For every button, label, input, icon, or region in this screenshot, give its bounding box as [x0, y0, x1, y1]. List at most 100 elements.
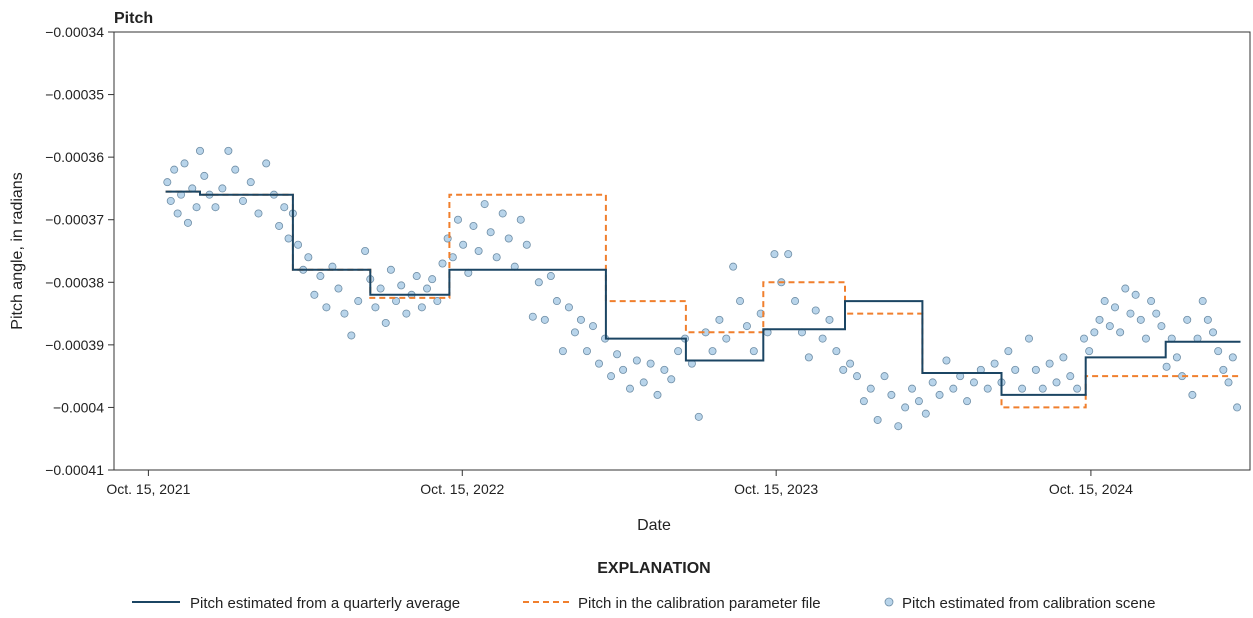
data-point [433, 297, 442, 306]
data-point [639, 378, 648, 387]
data-point [625, 384, 634, 393]
data-point [983, 384, 992, 393]
data-point [195, 146, 204, 155]
data-point [660, 365, 669, 374]
data-point [262, 159, 271, 168]
x-axis: Oct. 15, 2021 Oct. 15, 2022 Oct. 15, 2023 O… [106, 470, 1133, 497]
data-point [667, 375, 676, 384]
data-point [595, 359, 604, 368]
data-point [839, 365, 848, 374]
data-point [582, 347, 591, 356]
data-point [564, 303, 573, 312]
legend-label-calibration-file: Pitch in the calibration parameter file [578, 595, 821, 612]
data-point [284, 234, 293, 243]
data-point [853, 372, 862, 381]
data-point [607, 372, 616, 381]
data-point [880, 372, 889, 381]
data-point [1095, 315, 1104, 324]
data-point [894, 422, 903, 431]
data-point [1031, 365, 1040, 374]
data-point [1045, 359, 1054, 368]
data-point [1141, 334, 1150, 343]
data-point [1136, 315, 1145, 324]
data-point [254, 209, 263, 218]
data-point [729, 262, 738, 271]
data-point [588, 322, 597, 331]
data-point [486, 228, 495, 237]
data-point [528, 312, 537, 321]
data-point [1131, 290, 1140, 299]
data-point [1147, 297, 1156, 306]
data-point [1157, 322, 1166, 331]
data-point [459, 240, 468, 249]
data-point [791, 297, 800, 306]
data-point [825, 315, 834, 324]
data-point [246, 178, 255, 187]
data-point [238, 196, 247, 205]
x-tick-label: Oct. 15, 2024 [1049, 481, 1133, 497]
data-point [963, 397, 972, 406]
data-point [1214, 347, 1223, 356]
data-point [347, 331, 356, 340]
data-point [417, 303, 426, 312]
data-point [1152, 309, 1161, 318]
series-line-calibration-file [165, 190, 1241, 409]
data-point [1011, 365, 1020, 374]
y-tick-label: −0.00039 [45, 337, 104, 353]
data-point [386, 265, 395, 274]
data-point [173, 209, 182, 218]
data-point [811, 306, 820, 315]
data-point [1052, 378, 1061, 387]
data-point [715, 315, 724, 324]
data-point [423, 284, 432, 293]
data-point [498, 209, 507, 218]
data-point [480, 200, 489, 209]
data-point [402, 309, 411, 318]
data-point [1209, 328, 1218, 337]
chart-title: Pitch [114, 10, 153, 27]
data-point [412, 272, 421, 281]
data-point [1080, 334, 1089, 343]
y-tick-label: −0.00037 [45, 212, 104, 228]
data-point [453, 215, 462, 224]
legend: Pitch estimated from a quarterly average… [132, 595, 1155, 612]
data-point [632, 356, 641, 365]
x-axis-label: Date [637, 517, 671, 534]
data-point [1224, 378, 1233, 387]
data-point [1126, 309, 1135, 318]
data-point [832, 347, 841, 356]
data-point [397, 281, 406, 290]
data-point [674, 347, 683, 356]
data-point [492, 253, 501, 262]
data-point [736, 297, 745, 306]
y-axis: −0.00034 −0.00035 −0.00036 −0.00037 −0.00038… [45, 24, 114, 478]
data-point [873, 415, 882, 424]
data-point [1172, 353, 1181, 362]
data-point [653, 390, 662, 399]
x-tick-label: Oct. 15, 2023 [734, 481, 818, 497]
data-point [928, 378, 937, 387]
data-point [558, 347, 567, 356]
data-point [376, 284, 385, 293]
data-point [504, 234, 513, 243]
data-point [224, 146, 233, 155]
data-point [361, 246, 370, 255]
data-point [540, 315, 549, 324]
data-point [474, 246, 483, 255]
data-point [646, 359, 655, 368]
data-point [211, 203, 220, 212]
data-point [969, 378, 978, 387]
data-point [322, 303, 331, 312]
data-point [1059, 353, 1068, 362]
data-point [546, 272, 555, 281]
data-point [749, 347, 758, 356]
data-point [859, 397, 868, 406]
data-point [280, 203, 289, 212]
data-point [1024, 334, 1033, 343]
data-point [694, 412, 703, 421]
data-point [1116, 328, 1125, 337]
data-point [1188, 390, 1197, 399]
data-point [304, 253, 313, 262]
data-point [576, 315, 585, 324]
